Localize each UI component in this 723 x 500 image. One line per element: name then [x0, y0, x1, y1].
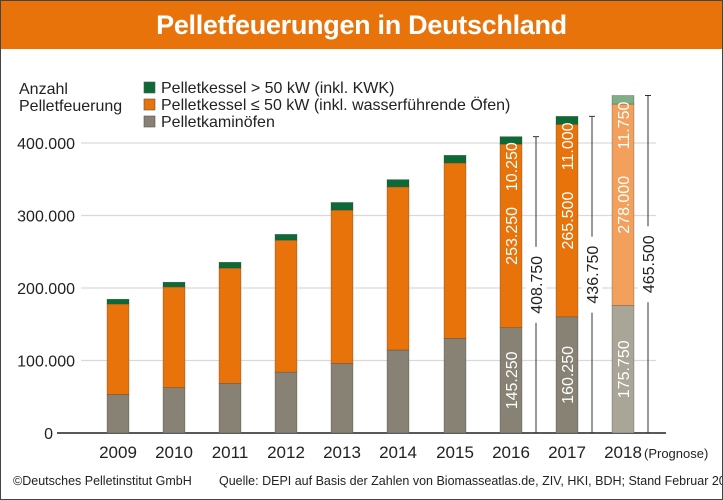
y-axis-label-line2: Pelletfeuerung	[19, 98, 122, 115]
bars: 145.250 253.250 10.250 408.750 160.250 265.50…	[106, 95, 658, 434]
total-label-bg	[526, 246, 546, 323]
y-tick-label: 0	[44, 426, 53, 443]
x-tick-label: 2011	[212, 443, 249, 462]
bar-segment	[162, 387, 186, 434]
bar-segment	[499, 136, 523, 145]
bar-segment	[555, 116, 579, 125]
legend: Pelletkessel > 50 kW (inkl. KWK)Pelletke…	[143, 80, 510, 131]
data-label: 160.250	[560, 346, 577, 404]
data-label: 265.500	[560, 192, 577, 250]
bar-segment	[443, 338, 467, 434]
bar-segment	[106, 303, 130, 395]
total-label-bg	[582, 236, 602, 313]
bar-segment	[330, 209, 354, 364]
data-label: 175.750	[616, 340, 633, 398]
legend-label: Pelletkaminöfen	[161, 114, 275, 131]
bar-segment	[218, 261, 242, 269]
legend-swatch	[143, 98, 156, 111]
bar-segment	[274, 371, 298, 434]
x-tick-label: 2015	[436, 443, 474, 462]
y-tick-label: 100.000	[17, 354, 75, 371]
bar-segment	[330, 363, 354, 434]
footer-source: Quelle: DEPI auf Basis der Zahlen von Bi…	[219, 474, 722, 488]
y-tick-label: 400.000	[17, 136, 75, 153]
legend-swatch	[143, 115, 156, 128]
x-tick-label: 2017	[548, 443, 586, 462]
bar-segment	[162, 286, 186, 388]
data-label: 145.250	[504, 351, 521, 409]
x-tick-label: 2009	[99, 443, 137, 462]
bar-segment	[274, 234, 298, 241]
y-tick-label: 200.000	[17, 281, 75, 298]
bar-segment	[106, 298, 130, 305]
x-axis-labels: 2009 2010 2011 2012 2013 2014 2015 2016 2017 2018	[99, 443, 642, 462]
chart-title: Pelletfeuerungen in Deutschland	[1, 1, 722, 49]
bar-segment	[218, 267, 242, 384]
data-label: 278.000	[616, 176, 633, 234]
data-label: 11.750	[616, 102, 633, 150]
total-label-bg	[638, 226, 658, 303]
bar-segment	[106, 394, 130, 434]
bar-segment	[162, 281, 186, 288]
bar-segment	[443, 155, 467, 164]
x-tick-label: 2016	[492, 443, 530, 462]
bar-segment	[274, 239, 298, 373]
x-tick-label: 2012	[267, 443, 305, 462]
x-tick-label: 2014	[379, 443, 417, 462]
legend-label: Pelletkessel > 50 kW (inkl. KWK)	[161, 80, 394, 97]
bar-segment	[611, 95, 635, 105]
total-label: 408.750	[529, 256, 546, 314]
x-tick-label: 2010	[155, 443, 193, 462]
bar-segment	[386, 349, 410, 434]
bar-segment	[443, 162, 467, 339]
bar-segment	[330, 202, 354, 211]
forecast-note: (Prognose)	[644, 446, 708, 461]
y-axis-label-line1: Anzahl	[19, 81, 68, 98]
bar-segment	[218, 383, 242, 434]
total-label: 465.500	[641, 235, 658, 293]
data-label: 10.250	[504, 142, 521, 191]
total-label: 436.750	[585, 246, 602, 304]
footer-copyright: ©Deutsches Pelletinstitut GmbH	[13, 474, 192, 488]
bar-segment	[386, 186, 410, 351]
data-label: 11.000	[560, 122, 577, 170]
bar-segment	[386, 179, 410, 188]
legend-swatch	[143, 81, 156, 94]
legend-label: Pelletkessel ≤ 50 kW (inkl. wasserführen…	[161, 96, 510, 114]
data-label: 253.250	[504, 207, 521, 265]
x-tick-label: 2018	[604, 443, 642, 462]
x-tick-label: 2013	[323, 443, 361, 462]
y-tick-label: 300.000	[17, 209, 75, 226]
